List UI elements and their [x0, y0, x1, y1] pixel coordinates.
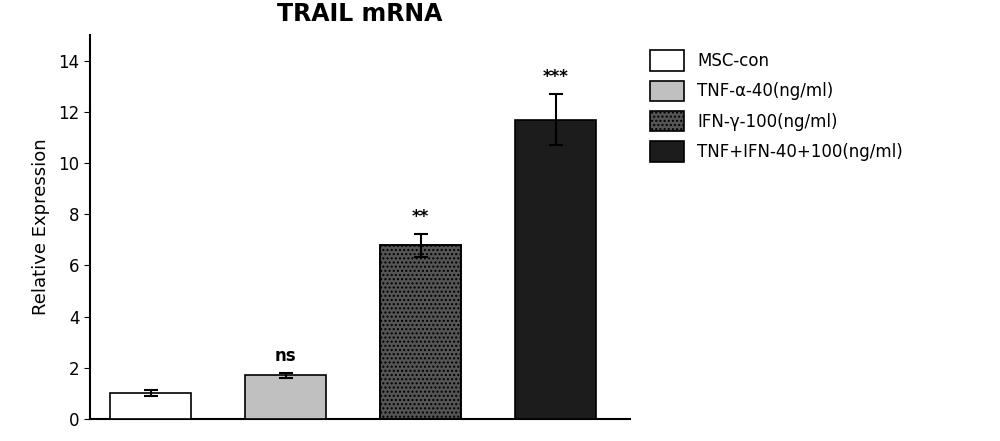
Bar — [515, 120, 596, 419]
Y-axis label: Relative Expression: Relative Expression — [32, 139, 50, 315]
Text: **: ** — [412, 208, 429, 226]
Text: ns: ns — [275, 347, 297, 365]
Bar — [245, 375, 326, 419]
Title: TRAIL mRNA: TRAIL mRNA — [277, 2, 443, 26]
Bar — [380, 245, 461, 419]
Legend: MSC-con, TNF-α-40(ng/ml), IFN-γ-100(ng/ml), TNF+IFN-40+100(ng/ml): MSC-con, TNF-α-40(ng/ml), IFN-γ-100(ng/m… — [644, 44, 909, 168]
Text: ***: *** — [543, 68, 569, 86]
Bar — [380, 245, 461, 419]
Bar — [110, 393, 191, 419]
